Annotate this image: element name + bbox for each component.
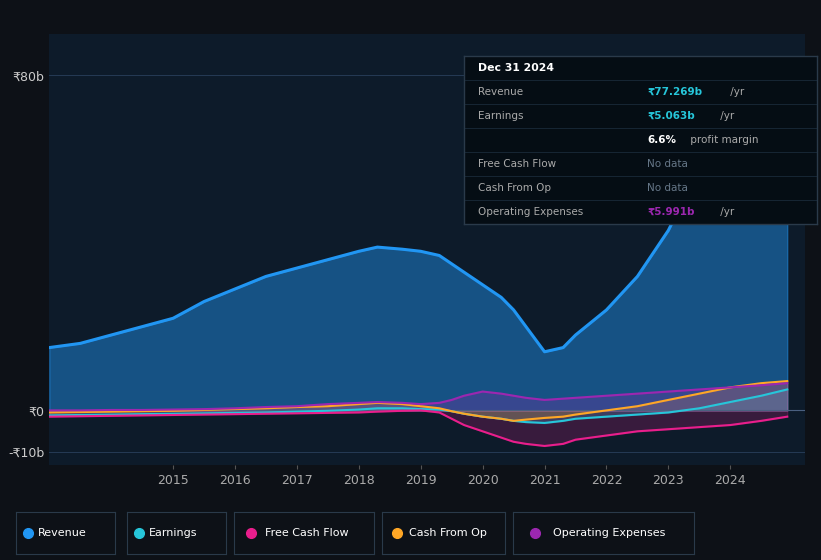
Text: ₹5.063b: ₹5.063b — [648, 111, 695, 121]
Text: No data: No data — [648, 159, 688, 169]
Text: ₹77.269b: ₹77.269b — [648, 87, 703, 97]
Text: Cash From Op: Cash From Op — [409, 529, 487, 538]
Text: Free Cash Flow: Free Cash Flow — [264, 529, 348, 538]
Text: Earnings: Earnings — [478, 111, 524, 121]
Text: Dec 31 2024: Dec 31 2024 — [478, 63, 554, 73]
Text: Operating Expenses: Operating Expenses — [553, 529, 665, 538]
Text: ₹5.991b: ₹5.991b — [648, 207, 695, 217]
Text: 6.6%: 6.6% — [648, 135, 677, 145]
Text: Free Cash Flow: Free Cash Flow — [478, 159, 556, 169]
Text: Revenue: Revenue — [38, 529, 87, 538]
Text: No data: No data — [648, 183, 688, 193]
Text: Revenue: Revenue — [478, 87, 523, 97]
Text: /yr: /yr — [717, 111, 734, 121]
Text: profit margin: profit margin — [687, 135, 759, 145]
Text: Operating Expenses: Operating Expenses — [478, 207, 583, 217]
Text: /yr: /yr — [717, 207, 734, 217]
Text: Cash From Op: Cash From Op — [478, 183, 551, 193]
Text: Earnings: Earnings — [149, 529, 197, 538]
Text: /yr: /yr — [727, 87, 744, 97]
